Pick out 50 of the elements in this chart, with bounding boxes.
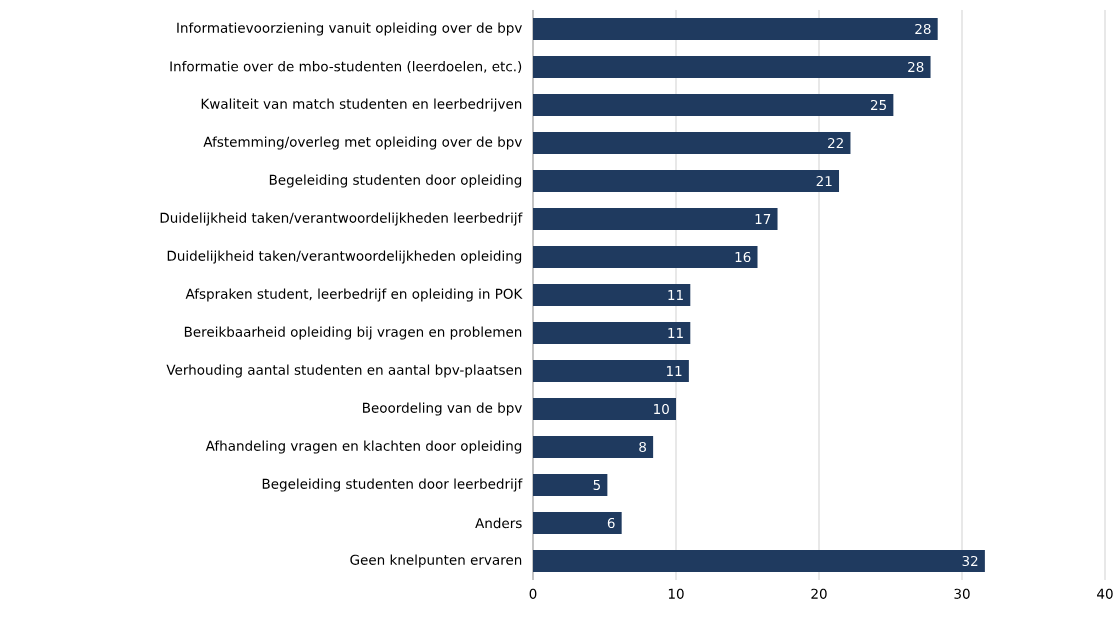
bar bbox=[533, 359, 689, 382]
bar bbox=[533, 131, 851, 154]
y-tick-label: Duidelijkheid taken/verantwoordelijkheden leerbedrijf bbox=[160, 212, 523, 226]
y-tick-label: Beoordeling van de bpv bbox=[363, 402, 522, 416]
data-label: 25 bbox=[870, 99, 886, 111]
data-label: 11 bbox=[666, 366, 682, 376]
data-label: 10 bbox=[654, 403, 669, 415]
data-label: 17 bbox=[755, 214, 771, 224]
bar bbox=[533, 93, 894, 116]
data-label: 11 bbox=[668, 290, 683, 300]
y-tick-label: Afspraken student, leerbedrijf en opleiding in POK bbox=[185, 288, 523, 302]
x-tick-label: 30 bbox=[954, 588, 970, 599]
data-label: 28 bbox=[915, 23, 931, 35]
data-label: 5 bbox=[593, 479, 600, 490]
y-tick-label: Geen knelpunten ervaren bbox=[350, 554, 522, 568]
x-tick-label: 10 bbox=[668, 588, 684, 599]
bar bbox=[533, 321, 691, 344]
bar bbox=[533, 549, 985, 572]
x-tick-label: 40 bbox=[1097, 588, 1113, 599]
y-tick-label: Kwaliteit van match studenten en leerbedrijven bbox=[201, 98, 522, 112]
bar bbox=[533, 283, 691, 306]
y-tick-label: Bereikbaarheid opleiding bij vragen en problemen bbox=[184, 326, 522, 340]
bar bbox=[533, 245, 758, 268]
data-label: 11 bbox=[668, 328, 683, 338]
x-tick-label: 20 bbox=[811, 588, 827, 599]
y-tick-label: Anders bbox=[475, 517, 522, 529]
bar bbox=[533, 397, 677, 420]
bar bbox=[533, 17, 938, 40]
data-label: 22 bbox=[828, 137, 843, 148]
bar bbox=[533, 435, 654, 458]
bar bbox=[533, 169, 840, 192]
y-tick-label: Afhandeling vragen en klachten door opleiding bbox=[205, 440, 522, 454]
data-label: 16 bbox=[735, 251, 751, 263]
data-label: 6 bbox=[607, 517, 615, 529]
y-tick-label: Afstemming/overleg met opleiding over de bpv bbox=[203, 136, 522, 150]
y-tick-label: Begeleiding studenten door opleiding bbox=[269, 174, 522, 188]
data-label: 8 bbox=[639, 441, 647, 453]
bar bbox=[533, 207, 778, 230]
y-tick-label: Verhouding aantal studenten en aantal bpv-plaatsen bbox=[166, 364, 522, 378]
data-label: 28 bbox=[908, 61, 924, 73]
data-label: 21 bbox=[816, 175, 832, 186]
bar bbox=[533, 55, 931, 78]
bar bbox=[533, 473, 608, 496]
y-tick-label: Informatie over de mbo-studenten (leerdoelen, etc.) bbox=[170, 60, 522, 74]
y-tick-label: Begeleiding studenten door leerbedrijf bbox=[262, 478, 523, 492]
y-tick-label: Duidelijkheid taken/verantwoordelijkheden opleiding bbox=[167, 250, 522, 264]
bar bbox=[533, 511, 622, 534]
data-label: 32 bbox=[962, 555, 978, 567]
y-tick-label: Informatievoorziening vanuit opleiding over de bpv bbox=[177, 22, 522, 36]
x-tick-label: 0 bbox=[529, 588, 537, 599]
